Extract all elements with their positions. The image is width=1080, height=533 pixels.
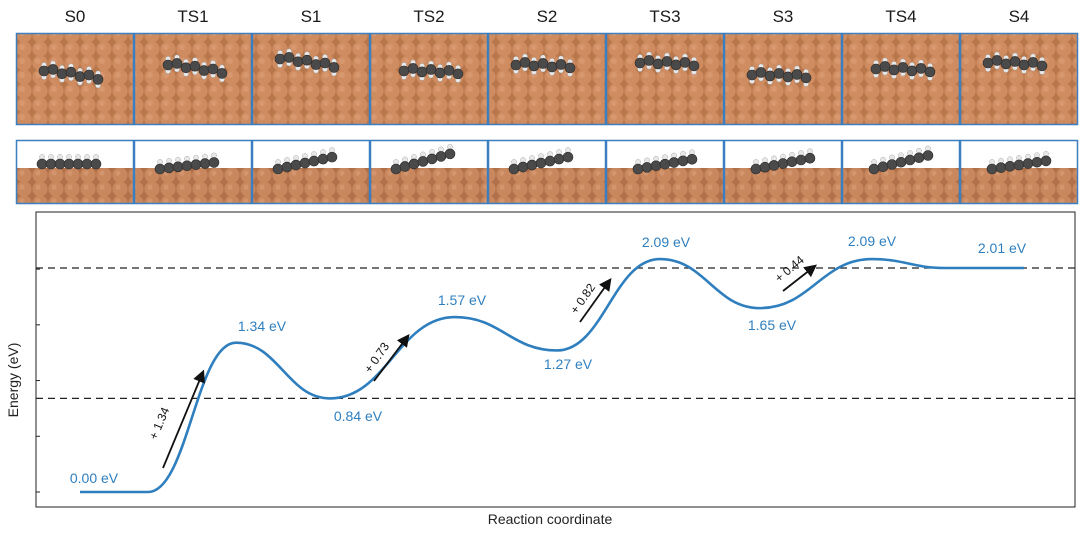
side-view-ts3 [605,139,725,205]
side-view-panels [15,139,1079,205]
molecule-icon [510,53,576,77]
energy-label-ts4: 2.09 eV [848,233,897,249]
barrier-s2-ts3: + 0.82 [567,277,612,323]
energy-label-s3: 1.65 eV [748,317,797,333]
barrier-s0-ts1: + 1.34 [146,369,205,469]
molecule-side-icon [154,152,220,175]
top-view-s1 [251,32,371,126]
molecule-icon [982,51,1048,75]
molecule-icon [870,57,936,81]
molecule-side-icon [868,145,934,175]
barrier-s3-ts4: + 0.44 [772,253,817,292]
structure-label-ts3: TS3 [649,7,680,26]
barrier-arrows: + 1.34 + 0.73 + 0.82 + 0.44 [146,253,817,469]
structure-label-ts4: TS4 [885,7,916,26]
side-view-s0 [15,139,135,205]
side-view-ts1 [133,139,253,205]
top-view-s4 [959,32,1079,126]
reference-lines [36,267,1075,399]
molecule-icon [398,59,464,83]
energy-label-ts3: 2.09 eV [642,234,691,250]
y-axis-ticks [36,268,40,493]
molecule-icon [634,51,700,75]
barrier-label: + 0.44 [772,253,807,286]
molecule-side-icon [390,144,456,175]
energy-label-s4: 2.01 eV [978,240,1027,256]
barrier-arrow [373,333,410,382]
barrier-arrow [782,264,817,292]
top-view-ts2 [369,32,489,126]
barrier-arrow [579,277,612,323]
energy-label-s1: 0.84 eV [334,408,383,424]
side-view-s3 [723,139,843,205]
molecule-side-icon [36,154,102,170]
top-view-ts4 [841,32,961,126]
barrier-label: + 1.34 [146,405,172,442]
side-view-ts2 [369,139,489,205]
top-view-ts1 [133,32,253,126]
structure-label-s0: S0 [65,7,86,26]
barrier-s1-ts2: + 0.73 [361,333,410,382]
molecule-side-icon [272,147,338,175]
structure-labels: S0 TS1 S1 TS2 S2 TS3 S3 TS4 S4 [65,7,1030,26]
energy-label-s0: 0.00 eV [70,470,119,486]
plot-area: + 1.34+ 0.73+ 0.82+ 0.44 0.00 eV1.34 eV0… [5,211,1076,527]
side-view-s2 [487,139,607,205]
x-axis-label: Reaction coordinate [488,511,613,527]
energy-curve [80,257,1024,494]
structure-label-ts2: TS2 [413,7,444,26]
energy-label-ts2: 1.57 eV [438,292,487,308]
structure-label-ts1: TS1 [177,7,208,26]
molecule-side-icon [632,149,698,175]
structure-label-s2: S2 [537,7,558,26]
barrier-label: + 0.82 [567,281,598,317]
side-view-ts4 [841,139,961,205]
top-view-s3 [723,32,843,126]
y-axis-label: Energy (eV) [5,343,21,418]
top-view-s2 [487,32,607,126]
molecule-side-icon [508,147,574,175]
barrier-arrow [162,369,205,469]
structure-label-s4: S4 [1009,7,1030,26]
structure-label-s1: S1 [301,7,322,26]
top-view-s0 [15,32,135,126]
top-view-panels [15,32,1079,126]
energy-labels: 0.00 eV 1.34 eV 0.84 eV 1.57 eV 1.27 eV 2.09 … [70,233,1027,486]
molecule-icon [746,63,812,87]
molecule-side-icon [750,148,816,175]
molecule-icon [162,54,228,83]
barrier-label: + 0.73 [361,340,392,376]
side-view-s4 [959,139,1079,205]
structure-label-s3: S3 [773,7,794,26]
top-view-ts3 [605,32,725,126]
energy-label-s2: 1.27 eV [544,356,593,372]
molecule-icon [274,48,340,77]
molecule-side-icon [986,151,1052,175]
plot-frame [35,211,1076,508]
energy-label-ts1: 1.34 eV [238,318,287,334]
side-view-s1 [251,139,371,205]
molecule-icon [38,60,104,89]
